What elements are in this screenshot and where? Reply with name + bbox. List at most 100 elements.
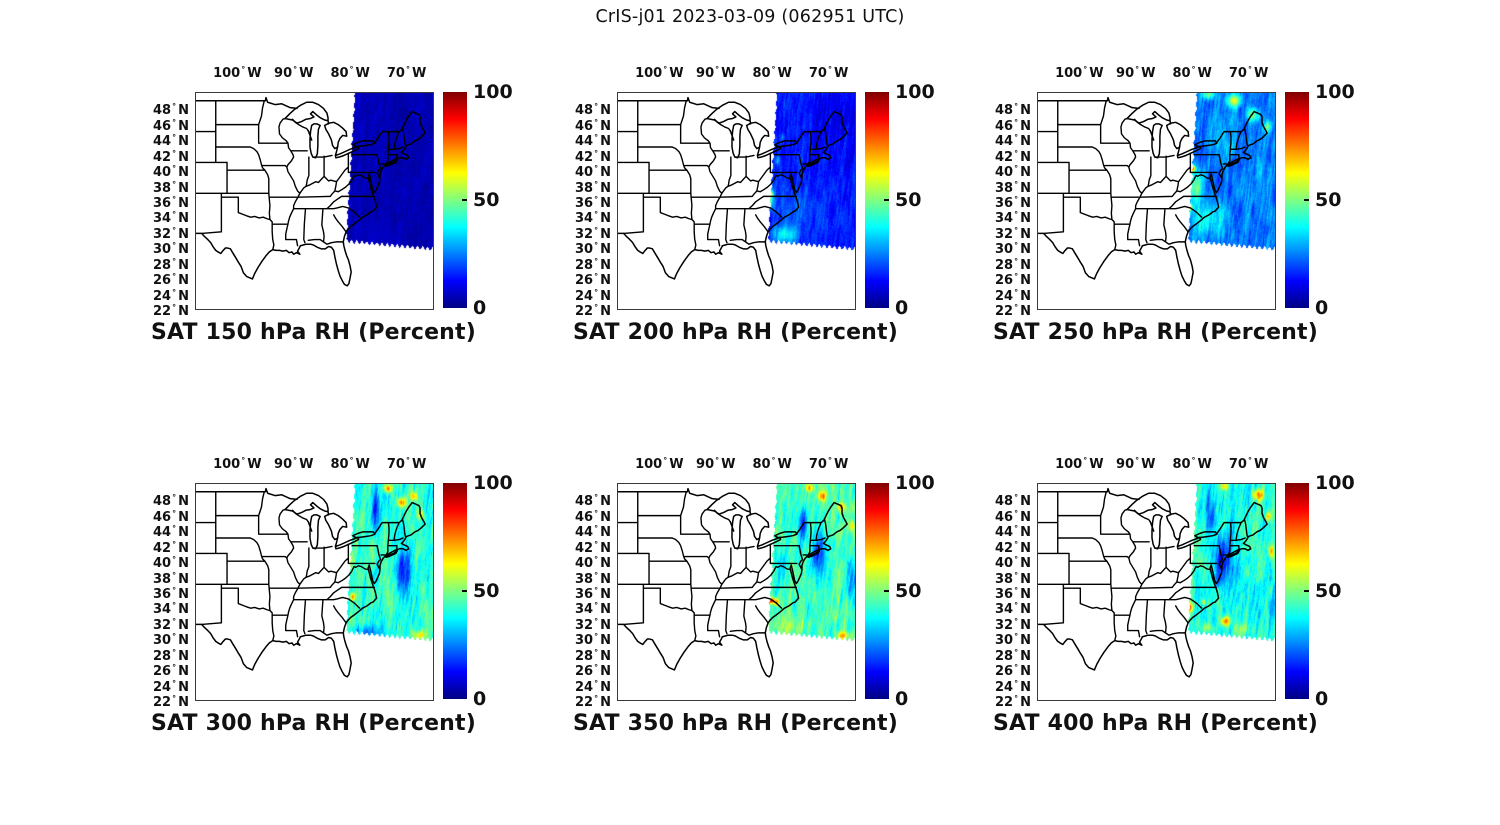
colorbar-max-label: 100 [1315,472,1355,494]
lat-tick-label-32N: 32° N [995,225,1031,242]
rh-swath-150hpa [196,93,433,309]
lat-tick-label-36N: 36° N [153,195,189,211]
colorbar-mid-tick [1304,199,1309,201]
lat-tick-label-34N: 34° N [995,210,1031,227]
lat-tick-label-22N: 22° N [153,694,189,710]
lat-tick-label-36N: 36° N [575,195,611,211]
lat-tick-label-34N: 34° N [575,210,611,227]
colorbar-max-label: 100 [895,472,935,494]
map-200hpa [617,92,856,310]
panel-title-400hpa: SAT 400 hPa RH (Percent) [992,711,1319,736]
lat-tick-label-44N: 44° N [153,524,189,541]
us-state-map [196,488,426,678]
panel-sat-300hpa: 100° W 90° W 80° W 70° W 48° N 46° N 44° N 42° N 40° N 38… [151,456,518,751]
lat-tick-label-28N: 28° N [575,647,611,664]
colorbar-max-label: 100 [1315,81,1355,103]
lat-tick-label-48N: 48° N [153,102,189,119]
lat-tick-label-36N: 36° N [153,586,189,602]
colorbar-mid-tick [462,199,467,201]
lat-tick-label-22N: 22° N [995,694,1031,710]
lon-tick-label-80W: 80° W [752,65,792,81]
lon-tick-label-90W: 90° W [274,456,314,472]
lat-tick-label-26N: 26° N [575,272,611,289]
lat-tick-label-30N: 30° N [153,632,189,649]
lat-tick-label-30N: 30° N [995,632,1031,649]
lat-tick-label-48N: 48° N [153,493,189,510]
lat-tick-label-28N: 28° N [575,256,611,273]
colorbar-mid-tick [884,590,889,592]
colorbar-350hpa [865,483,889,699]
lat-tick-label-46N: 46° N [575,508,611,525]
lat-tick-label-40N: 40° N [153,555,189,572]
lon-tick-label-100W: 100° W [635,456,684,472]
lon-tick-label-80W: 80° W [1172,65,1212,81]
lat-tick-label-46N: 46° N [153,508,189,525]
lat-tick-label-38N: 38° N [153,179,189,196]
rh-swath-200hpa [618,93,855,309]
map-400hpa [1037,483,1276,701]
lat-tick-label-32N: 32° N [153,225,189,242]
lat-tick-label-42N: 42° N [153,148,189,165]
rh-swath-350hpa [618,484,855,700]
colorbar-mid-label: 50 [895,189,922,211]
lat-tick-label-42N: 42° N [995,148,1031,165]
lat-tick-label-28N: 28° N [153,647,189,664]
lat-tick-label-26N: 26° N [153,272,189,289]
lat-tick-label-38N: 38° N [995,179,1031,196]
lat-tick-label-36N: 36° N [995,586,1031,602]
lon-tick-label-80W: 80° W [1172,456,1212,472]
map-150hpa [195,92,434,310]
panel-title-150hpa: SAT 150 hPa RH (Percent) [150,320,477,345]
lat-tick-label-32N: 32° N [153,616,189,633]
lon-tick-label-90W: 90° W [1116,456,1156,472]
lat-tick-label-42N: 42° N [575,148,611,165]
panel-sat-400hpa: 100° W 90° W 80° W 70° W 48° N 46° N 44° N 42° N 40° N 38… [993,456,1360,751]
panel-title-250hpa: SAT 250 hPa RH (Percent) [992,320,1319,345]
lat-tick-label-28N: 28° N [995,647,1031,664]
lat-tick-label-40N: 40° N [995,164,1031,181]
lat-tick-label-44N: 44° N [995,524,1031,541]
lat-tick-label-28N: 28° N [995,256,1031,273]
lat-tick-label-44N: 44° N [995,133,1031,150]
panel-title-350hpa: SAT 350 hPa RH (Percent) [572,711,899,736]
lat-tick-label-40N: 40° N [575,555,611,572]
lat-tick-label-38N: 38° N [575,570,611,587]
lat-tick-label-38N: 38° N [153,570,189,587]
lon-tick-label-100W: 100° W [1055,456,1104,472]
colorbar-250hpa [1285,92,1309,308]
lon-tick-label-90W: 90° W [696,456,736,472]
lat-tick-label-38N: 38° N [995,570,1031,587]
colorbar-min-label: 0 [895,297,909,319]
lon-tick-label-70W: 70° W [1228,456,1269,472]
colorbar-mid-label: 50 [1315,189,1342,211]
lat-tick-label-26N: 26° N [995,272,1031,289]
us-state-map [618,97,848,287]
rh-swath-250hpa [1038,93,1275,309]
figure-title: CrIS-j01 2023-03-09 (062951 UTC) [595,7,905,27]
panel-sat-150hpa: 100° W 90° W 80° W 70° W 48° N 46° N 44° N 42° N 40° N 38… [151,65,518,360]
lat-tick-label-32N: 32° N [995,616,1031,633]
colorbar-400hpa [1285,483,1309,699]
lat-tick-label-22N: 22° N [153,303,189,319]
lon-tick-label-100W: 100° W [635,65,684,81]
colorbar-150hpa [443,92,467,308]
lat-tick-label-32N: 32° N [575,225,611,242]
lon-tick-label-70W: 70° W [808,65,849,81]
lon-tick-label-90W: 90° W [1116,65,1156,81]
lat-tick-label-24N: 24° N [995,287,1031,304]
lat-tick-label-48N: 48° N [995,493,1031,510]
panel-title-300hpa: SAT 300 hPa RH (Percent) [150,711,477,736]
lat-tick-label-26N: 26° N [153,663,189,680]
lat-tick-label-48N: 48° N [575,493,611,510]
lat-tick-label-34N: 34° N [153,210,189,227]
colorbar-min-label: 0 [473,688,487,710]
lon-tick-label-80W: 80° W [330,65,370,81]
lat-tick-label-42N: 42° N [575,539,611,556]
lon-tick-label-90W: 90° W [696,65,736,81]
lon-tick-label-90W: 90° W [274,65,314,81]
lat-tick-label-22N: 22° N [575,303,611,319]
lat-tick-label-24N: 24° N [153,678,189,695]
colorbar-200hpa [865,92,889,308]
lat-tick-label-30N: 30° N [575,241,611,258]
